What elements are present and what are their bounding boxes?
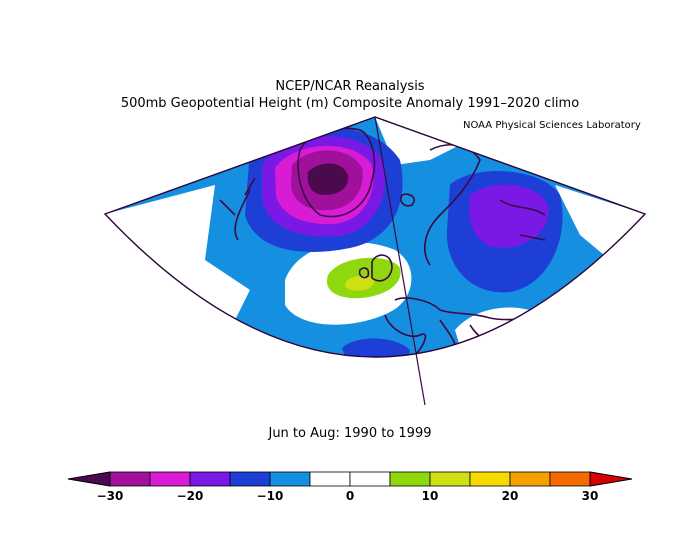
colorbar-arrow-high xyxy=(589,471,633,487)
neutral-region-north xyxy=(375,117,470,165)
iberia-coastline xyxy=(384,314,427,356)
meridians xyxy=(374,116,426,406)
colorbar-segment xyxy=(349,471,391,487)
colorbar-segment xyxy=(509,471,551,487)
period-label: Jun to Aug: 1990 to 1999 xyxy=(268,426,432,441)
anomaly-field xyxy=(105,117,645,357)
map-border xyxy=(103,116,647,358)
colorbar-segment xyxy=(309,471,351,487)
anomaly-fill-blue-south xyxy=(342,338,410,357)
map-subtitle: 500mb Geopotential Height (m) Composite … xyxy=(120,96,580,111)
colorbar-tick-label: −10 xyxy=(257,489,284,503)
colorbar-segment xyxy=(189,471,231,487)
colorbar-segment xyxy=(109,471,151,487)
prime-meridian-line xyxy=(374,116,426,406)
neutral-region-southeast xyxy=(455,307,560,357)
colorbar-segment xyxy=(149,471,191,487)
colorbar-tick-label: −20 xyxy=(177,489,204,503)
anomaly-fill-yellow xyxy=(345,275,374,291)
colorbar-arrow-low xyxy=(67,471,111,487)
colorbar-segment xyxy=(269,471,311,487)
anomaly-fill-violet-east xyxy=(469,184,549,248)
colorbar-tick-label: 10 xyxy=(422,489,439,503)
colorbar-tick-label: 30 xyxy=(582,489,599,503)
colorbar-tick-label: 20 xyxy=(502,489,519,503)
credit-label: NOAA Physical Sciences Laboratory xyxy=(463,120,641,131)
colorbar-segment xyxy=(469,471,511,487)
north-africa-coastline xyxy=(379,354,576,357)
british-isles-coastline xyxy=(358,254,393,282)
map-title: NCEP/NCAR Reanalysis xyxy=(275,79,425,94)
colorbar-segment xyxy=(229,471,271,487)
colorbar-tick-label: −30 xyxy=(97,489,124,503)
colorbar-tick-label: 0 xyxy=(346,489,354,503)
iceland-coastline xyxy=(400,193,415,207)
canada-coastline xyxy=(219,177,256,241)
colorbar-segment xyxy=(549,471,591,487)
eastern-europe-lines xyxy=(499,199,546,241)
colorbar: −30 −20 −10 0 10 20 30 xyxy=(67,471,633,503)
colorbar-segment xyxy=(389,471,431,487)
colorbar-segment xyxy=(429,471,471,487)
anomaly-core-dark xyxy=(307,163,349,195)
